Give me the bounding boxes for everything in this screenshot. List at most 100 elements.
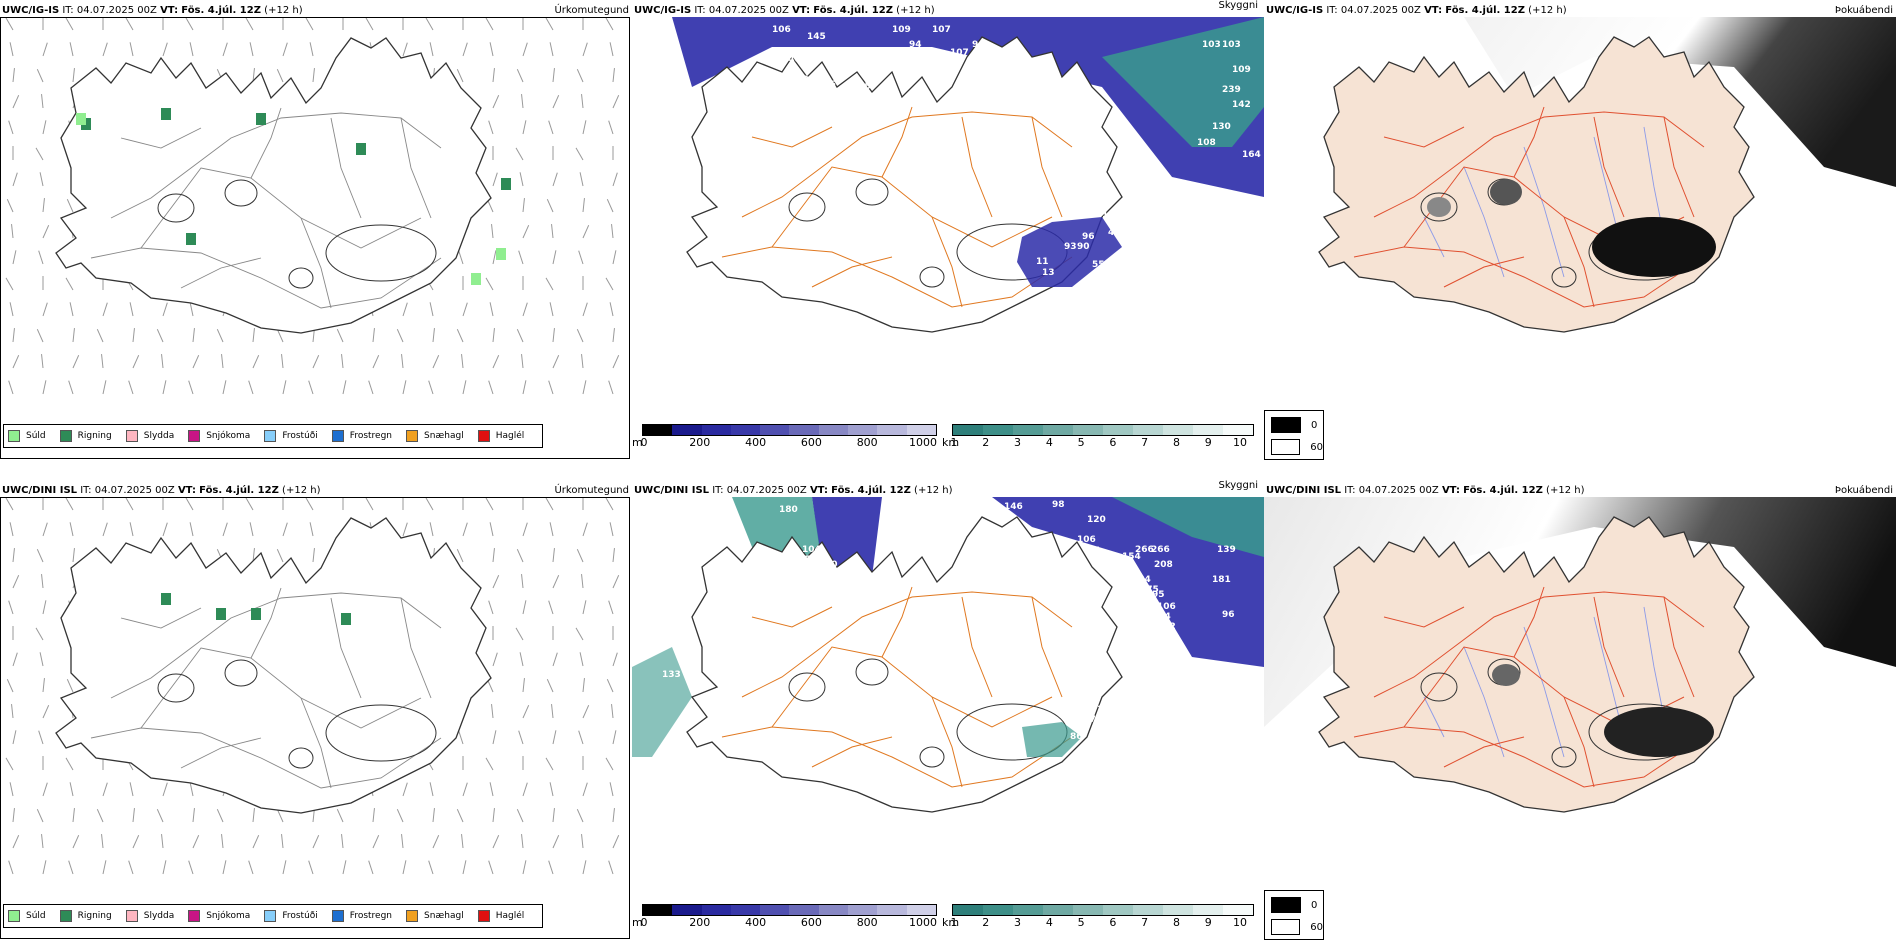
legend-item: Frostregn (331, 910, 393, 922)
colorbar-cell (1043, 905, 1073, 915)
colorbar-cell (643, 425, 673, 435)
colorbar-unit: m (632, 436, 643, 449)
visibility-value-label: 142 (1232, 100, 1251, 110)
legend-label: Haglél (495, 911, 525, 921)
colorbar-cell (877, 905, 907, 915)
visibility-value-label: 106 (772, 25, 791, 35)
legend-item: Rigning (59, 910, 112, 922)
visibility-value-label: 10 (825, 560, 838, 570)
legend-label: Haglél (495, 431, 525, 441)
visibility-value-label: 87 (1010, 70, 1023, 80)
colorbar-cell (953, 425, 983, 435)
legend-item: Haglél (477, 910, 525, 922)
visibility-value-label: 120 (790, 75, 809, 85)
colorbar-tick-label: 7 (1141, 916, 1149, 929)
visibility-value-label: 114 (1152, 612, 1171, 622)
colorbar-tick-label: 800 (856, 916, 878, 929)
colorbar-cell (848, 425, 878, 435)
legend-swatch (331, 430, 344, 442)
colorbar-tick-label: 4 (1045, 436, 1053, 449)
visibility-value-label: 106 (1157, 602, 1176, 612)
colorbar-cell (701, 425, 731, 435)
legend-item: Snæhagl (406, 430, 464, 442)
visibility-value-label: 133 (662, 670, 681, 680)
visibility-value-label: 266 (1135, 545, 1154, 555)
visibility-value-label: 135 (792, 555, 811, 565)
visibility-value-label: 55 (1092, 260, 1105, 270)
visibility-value-label: 266 (1151, 545, 1170, 555)
visibility-value-label: 96 (1082, 232, 1095, 242)
visibility-value-label: 109 (839, 94, 858, 104)
visibility-value-label: 103 (1202, 40, 1221, 50)
visibility-value-label: 146 (1004, 502, 1023, 512)
visibility-value-label: 96 (1222, 610, 1235, 620)
colorbar-tick-label: 6 (1109, 916, 1117, 929)
panel-type: Þokuábendi (1834, 5, 1893, 16)
colorbar-tick-label: 10 (1233, 436, 1247, 449)
colorbar-cell (1133, 425, 1163, 435)
legend-swatch (264, 430, 277, 442)
visibility-value-label: 102 (882, 55, 901, 65)
fog-map (1264, 17, 1896, 417)
visibility-value-label: 103 (1222, 40, 1241, 50)
visibility-value-label: 94 (1122, 565, 1135, 575)
colorbar-cell (877, 425, 907, 435)
visibility-map: 106 145 140 120 106 105 93 109 115 109 107 102 94 107… (632, 17, 1264, 417)
visibility-value-label: 112 (1157, 622, 1176, 632)
colorbar-cell (1013, 425, 1043, 435)
legend-item: Súld (8, 430, 46, 442)
legend-item: Slydda (125, 910, 174, 922)
legend-item: Frostúði (264, 430, 318, 442)
colorbar-cell (760, 425, 790, 435)
top-precip-type-panel: UWC/IG-IS IT: 04.07.2025 00Z VT: Fös. 4.… (0, 0, 632, 460)
colorbar-tick-label: 1 (950, 916, 958, 929)
visibility-value-label: 107 (950, 48, 969, 58)
precip-map (5, 18, 620, 395)
visibility-value-label: 106 (1077, 535, 1096, 545)
colorbar-cell (1103, 425, 1133, 435)
bottom-visibility-panel: UWC/DINI ISL IT: 04.07.2025 00Z VT: Fös.… (632, 480, 1264, 940)
visibility-value-label: 100 (1030, 82, 1049, 92)
colorbar-unit: m (632, 916, 643, 929)
colorbar-cell (1013, 905, 1043, 915)
legend-swatch (477, 910, 490, 922)
fog-legend: 0 60 (1264, 410, 1324, 460)
visibility-colorbar-m: m 0 200 400 600 800 1000 (632, 418, 937, 452)
visibility-value-label: 98 (1052, 500, 1065, 510)
legend-swatch (188, 430, 201, 442)
visibility-value-label: 90 (1077, 242, 1090, 252)
colorbar-cell (1103, 905, 1133, 915)
panel-title: UWC/DINI ISL IT: 04.07.2025 00Z VT: Fös.… (634, 485, 953, 496)
visibility-value-label: 130 (1212, 122, 1231, 132)
visibility-value-label: 105 (852, 82, 871, 92)
fog-map (1264, 497, 1896, 897)
colorbar-cell (789, 425, 819, 435)
legend-swatch (331, 910, 344, 922)
visibility-value-label: 109 (892, 25, 911, 35)
visibility-value-label: 107 (932, 25, 951, 35)
visibility-value-label: 153 (1097, 705, 1116, 715)
legend-label: Frostregn (349, 911, 393, 921)
visibility-value-label: 182 (802, 595, 821, 605)
colorbar-tick-label: 6 (1109, 436, 1117, 449)
colorbar-cell (848, 905, 878, 915)
visibility-value-label: 94 (909, 40, 922, 50)
colorbar-tick-label: 2 (982, 436, 990, 449)
legend-item: Haglél (477, 430, 525, 442)
legend-item: Súld (8, 910, 46, 922)
legend-label: Snæhagl (424, 431, 464, 441)
colorbar-unit: km (942, 916, 960, 929)
visibility-value-label: 175 (1140, 585, 1159, 595)
legend-item: Snjókoma (188, 910, 250, 922)
visibility-value-label: 109 (1232, 65, 1251, 75)
legend-item: Frostregn (331, 430, 392, 442)
precip-legend: Súld Rigning Slydda Snjókoma Frostúði Frostre… (3, 904, 544, 928)
visibility-value-label: 115 (790, 128, 809, 138)
colorbar-cell (1193, 425, 1223, 435)
legend-label: Súld (26, 431, 46, 441)
visibility-map: 180 104 135 10 182 200 146 98 120 106 87 266 266 154 2… (632, 497, 1264, 897)
colorbar-tick-label: 400 (745, 436, 767, 449)
precip-legend: Súld Rigning Slydda Snjókoma Frostúði Frostre… (3, 424, 544, 448)
legend-swatch (8, 910, 20, 922)
legend-item: Snjókoma (188, 430, 250, 442)
